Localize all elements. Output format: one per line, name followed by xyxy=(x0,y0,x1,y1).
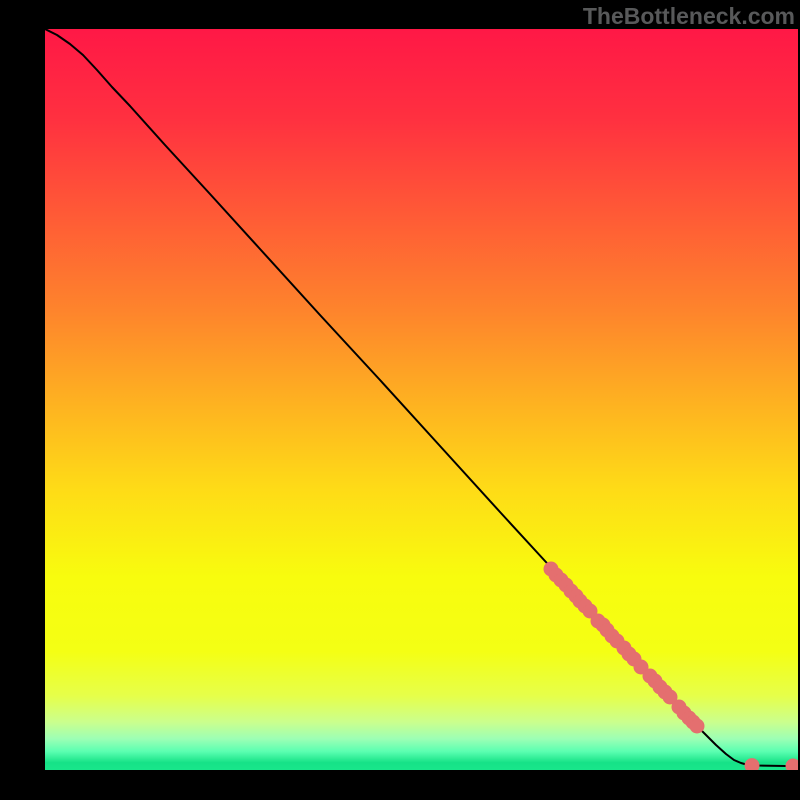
plot-area xyxy=(45,29,798,770)
chart-container: TheBottleneck.com xyxy=(0,0,800,800)
watermark-text: TheBottleneck.com xyxy=(583,3,795,30)
data-marker xyxy=(690,719,704,733)
data-marker xyxy=(745,759,759,770)
data-marker xyxy=(786,759,798,770)
curve-layer xyxy=(45,29,798,770)
curve-path xyxy=(45,29,798,766)
